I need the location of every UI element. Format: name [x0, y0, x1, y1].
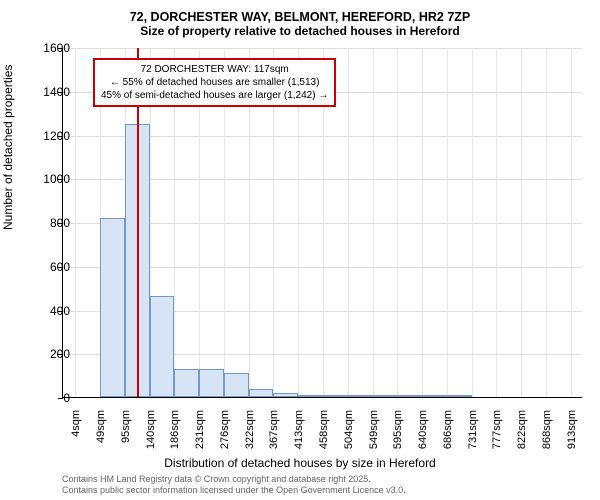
histogram-bar — [100, 218, 125, 397]
x-tick-label: 140sqm — [145, 410, 157, 460]
histogram-bar — [174, 369, 199, 397]
credit-line-1: Contains HM Land Registry data © Crown c… — [62, 474, 371, 484]
y-tick-label: 600 — [30, 260, 70, 274]
x-tick-label: 686sqm — [442, 410, 454, 460]
y-tick-label: 400 — [30, 304, 70, 318]
annotation-line-1: 72 DORCHESTER WAY: 117sqm — [101, 63, 328, 76]
histogram-bar — [298, 395, 323, 397]
y-axis-label: Number of detached properties — [1, 65, 15, 230]
annotation-box: 72 DORCHESTER WAY: 117sqm ← 55% of detac… — [93, 58, 336, 107]
x-tick-label: 231sqm — [194, 410, 206, 460]
histogram-bar — [273, 393, 298, 397]
histogram-bar — [323, 395, 348, 397]
y-tick-label: 800 — [30, 216, 70, 230]
x-tick-label: 868sqm — [541, 410, 553, 460]
annotation-line-3: 45% of semi-detached houses are larger (… — [101, 89, 328, 102]
chart-title-sub: Size of property relative to detached ho… — [0, 24, 600, 38]
x-tick-label: 640sqm — [417, 410, 429, 460]
histogram-bar — [373, 395, 398, 397]
plot-area: 72 DORCHESTER WAY: 117sqm ← 55% of detac… — [62, 48, 582, 398]
histogram-bar — [422, 395, 447, 397]
x-tick-label: 777sqm — [491, 410, 503, 460]
grid-line — [63, 48, 582, 49]
x-tick-label: 413sqm — [293, 410, 305, 460]
chart-title-main: 72, DORCHESTER WAY, BELMONT, HEREFORD, H… — [0, 10, 600, 24]
x-tick-label: 822sqm — [516, 410, 528, 460]
x-tick-label: 322sqm — [244, 410, 256, 460]
histogram-bar — [249, 389, 274, 397]
annotation-line-2: ← 55% of detached houses are smaller (1,… — [101, 76, 328, 89]
y-tick-label: 1000 — [30, 172, 70, 186]
histogram-bar — [397, 395, 422, 397]
x-tick-label: 276sqm — [219, 410, 231, 460]
histogram-bar — [348, 395, 373, 397]
histogram-bar — [150, 296, 175, 397]
chart-container: 72, DORCHESTER WAY, BELMONT, HEREFORD, H… — [0, 8, 600, 488]
x-tick-label: 95sqm — [120, 410, 132, 460]
x-tick-label: 49sqm — [95, 410, 107, 460]
x-tick-label: 731sqm — [467, 410, 479, 460]
y-tick-label: 1400 — [30, 85, 70, 99]
x-tick-label: 504sqm — [343, 410, 355, 460]
x-tick-label: 913sqm — [566, 410, 578, 460]
x-tick-label: 549sqm — [368, 410, 380, 460]
histogram-bar — [199, 369, 224, 397]
x-tick-label: 186sqm — [169, 410, 181, 460]
y-tick-label: 200 — [30, 347, 70, 361]
y-tick-label: 0 — [30, 391, 70, 405]
credit-line-2: Contains public sector information licen… — [62, 485, 406, 495]
histogram-bar — [447, 395, 472, 397]
x-tick-label: 367sqm — [268, 410, 280, 460]
y-tick-label: 1200 — [30, 129, 70, 143]
x-tick-label: 458sqm — [318, 410, 330, 460]
x-tick-label: 4sqm — [70, 410, 82, 460]
histogram-bar — [224, 373, 249, 397]
y-tick-label: 1600 — [30, 41, 70, 55]
x-tick-label: 595sqm — [392, 410, 404, 460]
